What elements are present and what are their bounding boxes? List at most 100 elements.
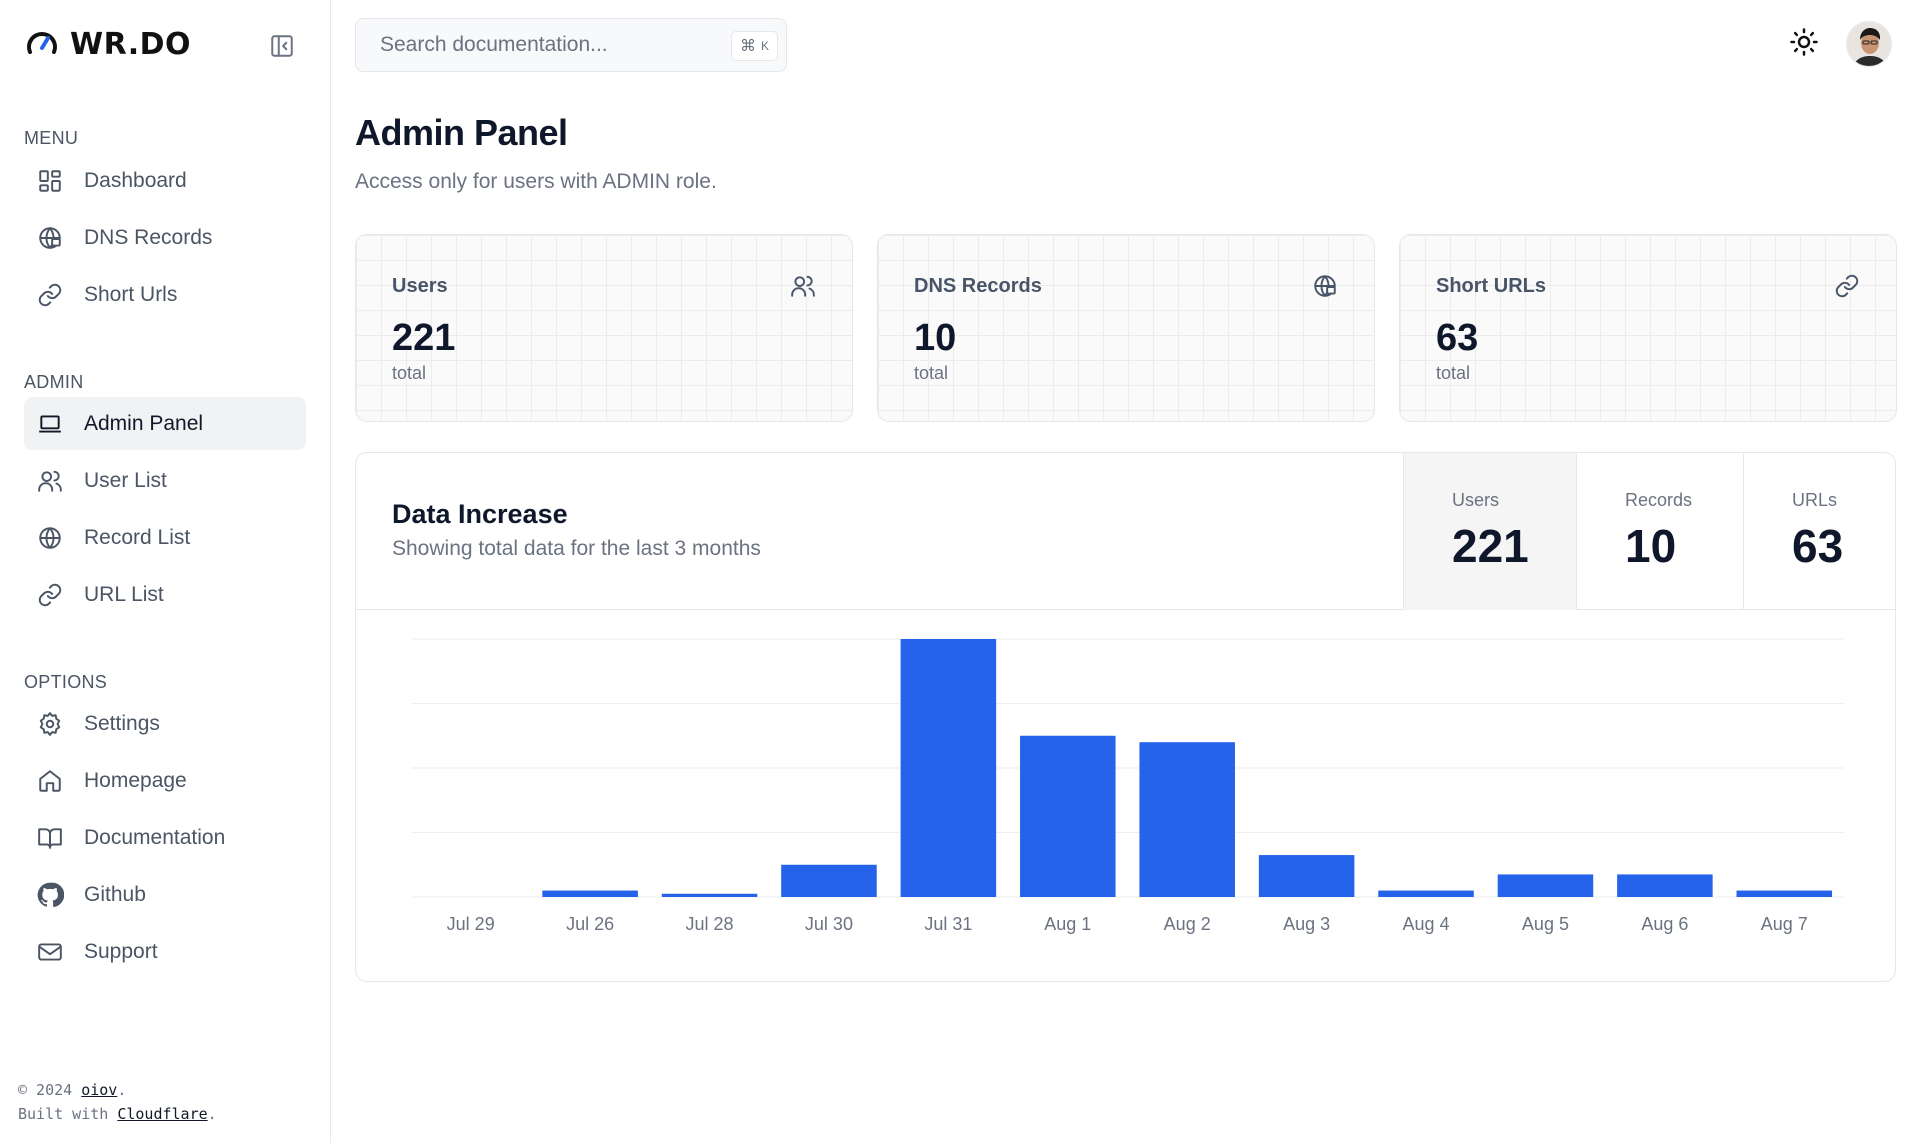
copyright-line: © 2024 oiov.	[18, 1078, 217, 1102]
chart-bar[interactable]	[1139, 742, 1235, 897]
stat-card-label: Users	[392, 275, 448, 297]
sidebar-item-dns-records[interactable]: DNS Records	[24, 211, 306, 264]
sidebar-item-label: Dashboard	[84, 168, 187, 192]
sidebar-item-label: Admin Panel	[84, 411, 204, 435]
dashboard-icon	[36, 167, 64, 195]
sun-icon	[1789, 27, 1819, 57]
brand-name: WR.DO	[70, 26, 192, 62]
search-shortcut: ⌘ K	[730, 31, 778, 61]
sidebar-item-record-list[interactable]: Record List	[24, 511, 306, 564]
built-with-text: Built with	[18, 1105, 118, 1123]
sidebar-item-label: Short Urls	[84, 282, 178, 306]
x-tick-label: Aug 3	[1283, 914, 1330, 934]
globe-lock-icon	[1312, 273, 1340, 301]
link-icon	[36, 281, 64, 309]
search-placeholder: Search documentation...	[380, 33, 608, 56]
users-icon	[790, 273, 818, 301]
globe-lock-icon	[36, 224, 64, 252]
x-tick-label: Aug 6	[1641, 914, 1688, 934]
github-icon	[36, 881, 64, 909]
chart-bar[interactable]	[1258, 855, 1355, 897]
x-tick-label: Jul 28	[686, 914, 734, 934]
sidebar-item-dashboard[interactable]: Dashboard	[24, 154, 306, 207]
section-title-admin: ADMIN	[24, 372, 84, 392]
gauge-logo-icon	[24, 26, 60, 62]
metric-label: URLs	[1792, 490, 1838, 510]
metric-tab-records[interactable]: Records 10	[1576, 453, 1743, 610]
stat-card-caption: total	[392, 363, 427, 383]
gear-icon	[36, 710, 64, 738]
sidebar-item-label: Settings	[84, 711, 160, 735]
sidebar-item-label: User List	[84, 468, 167, 492]
sidebar-item-admin-panel[interactable]: Admin Panel	[24, 397, 306, 450]
chart-bar[interactable]	[1497, 874, 1594, 897]
x-tick-label: Jul 29	[447, 914, 495, 934]
home-icon	[36, 767, 64, 795]
sidebar-item-documentation[interactable]: Documentation	[24, 811, 306, 864]
command-key-icon: ⌘	[739, 38, 756, 55]
sidebar-item-homepage[interactable]: Homepage	[24, 754, 306, 807]
x-tick-label: Jul 30	[805, 914, 853, 934]
copyright-text: © 2024	[18, 1081, 82, 1099]
author-link[interactable]: oiov	[81, 1081, 118, 1099]
sidebar-item-label: Record List	[84, 525, 191, 549]
chart-bar[interactable]	[1736, 890, 1833, 897]
page-title: Admin Panel	[355, 112, 568, 153]
sidebar-item-github[interactable]: Github	[24, 868, 306, 921]
x-tick-label: Aug 2	[1164, 914, 1211, 934]
x-tick-label: Aug 1	[1044, 914, 1091, 934]
panel-header: Data Increase Showing total data for the…	[356, 453, 1895, 610]
sidebar-item-settings[interactable]: Settings	[24, 697, 306, 750]
chart-bar[interactable]	[542, 890, 638, 897]
stat-card-value: 221	[392, 317, 456, 359]
panel-subtitle: Showing total data for the last 3 months	[392, 537, 761, 560]
sidebar-item-label: URL List	[84, 582, 164, 606]
x-tick-label: Jul 26	[566, 914, 614, 934]
stat-card-short-urls: Short URLs 63 total	[1399, 234, 1897, 422]
stat-card-label: DNS Records	[914, 275, 1042, 297]
sidebar-item-label: DNS Records	[84, 225, 213, 249]
sidebar-item-support[interactable]: Support	[24, 925, 306, 978]
stat-card-caption: total	[1436, 363, 1471, 383]
metric-label: Records	[1625, 490, 1693, 510]
stat-card-caption: total	[914, 363, 949, 383]
chart-bar[interactable]	[1378, 890, 1474, 897]
stat-card-users: Users 221 total	[355, 234, 853, 422]
metric-tab-users[interactable]: Users 221	[1403, 453, 1576, 610]
copyright-suffix: .	[117, 1081, 127, 1099]
sidebar-item-user-list[interactable]: User List	[24, 454, 306, 507]
shortcut-key: K	[760, 39, 769, 53]
laptop-icon	[36, 410, 64, 438]
mail-icon	[36, 938, 64, 966]
chart-bar[interactable]	[1617, 874, 1713, 897]
chart-bar[interactable]	[900, 639, 997, 897]
theme-toggle-button[interactable]	[1786, 24, 1822, 60]
sidebar-item-label: Homepage	[84, 768, 187, 792]
bar-chart-svg: Jul 29 Jul 26 Jul 28 Jul 30 Jul 31 Aug 1 Aug 2…	[411, 638, 1844, 934]
built-with-suffix: .	[207, 1105, 217, 1123]
sidebar-item-url-list[interactable]: URL List	[24, 568, 306, 621]
stat-card-value: 10	[914, 317, 957, 359]
metric-value: 10	[1625, 520, 1677, 572]
sidebar-collapse-button[interactable]	[266, 30, 298, 62]
sidebar-item-short-urls[interactable]: Short Urls	[24, 268, 306, 321]
metric-tab-urls[interactable]: URLs 63	[1743, 453, 1895, 610]
panel-left-close-icon	[269, 33, 295, 59]
users-icon	[36, 467, 64, 495]
panel-title: Data Increase	[392, 499, 568, 529]
avatar[interactable]	[1846, 21, 1892, 67]
stat-card-dns-records: DNS Records 10 total	[877, 234, 1375, 422]
sidebar: WR.DO MENU Dashboard DNS Records Short U…	[0, 0, 331, 1143]
cloudflare-link[interactable]: Cloudflare	[117, 1105, 208, 1123]
metric-value: 63	[1792, 520, 1844, 572]
chart-bar[interactable]	[781, 864, 877, 897]
x-tick-label: Aug 4	[1403, 914, 1450, 934]
chart-bar[interactable]	[1020, 735, 1116, 897]
link-icon	[1834, 273, 1862, 301]
brand[interactable]: WR.DO	[24, 26, 191, 62]
link-icon	[36, 581, 64, 609]
chart-bar[interactable]	[661, 893, 758, 897]
search-input[interactable]: Search documentation... ⌘ K	[355, 18, 787, 72]
stat-card-value: 63	[1436, 317, 1479, 359]
sidebar-item-label: Documentation	[84, 825, 226, 849]
